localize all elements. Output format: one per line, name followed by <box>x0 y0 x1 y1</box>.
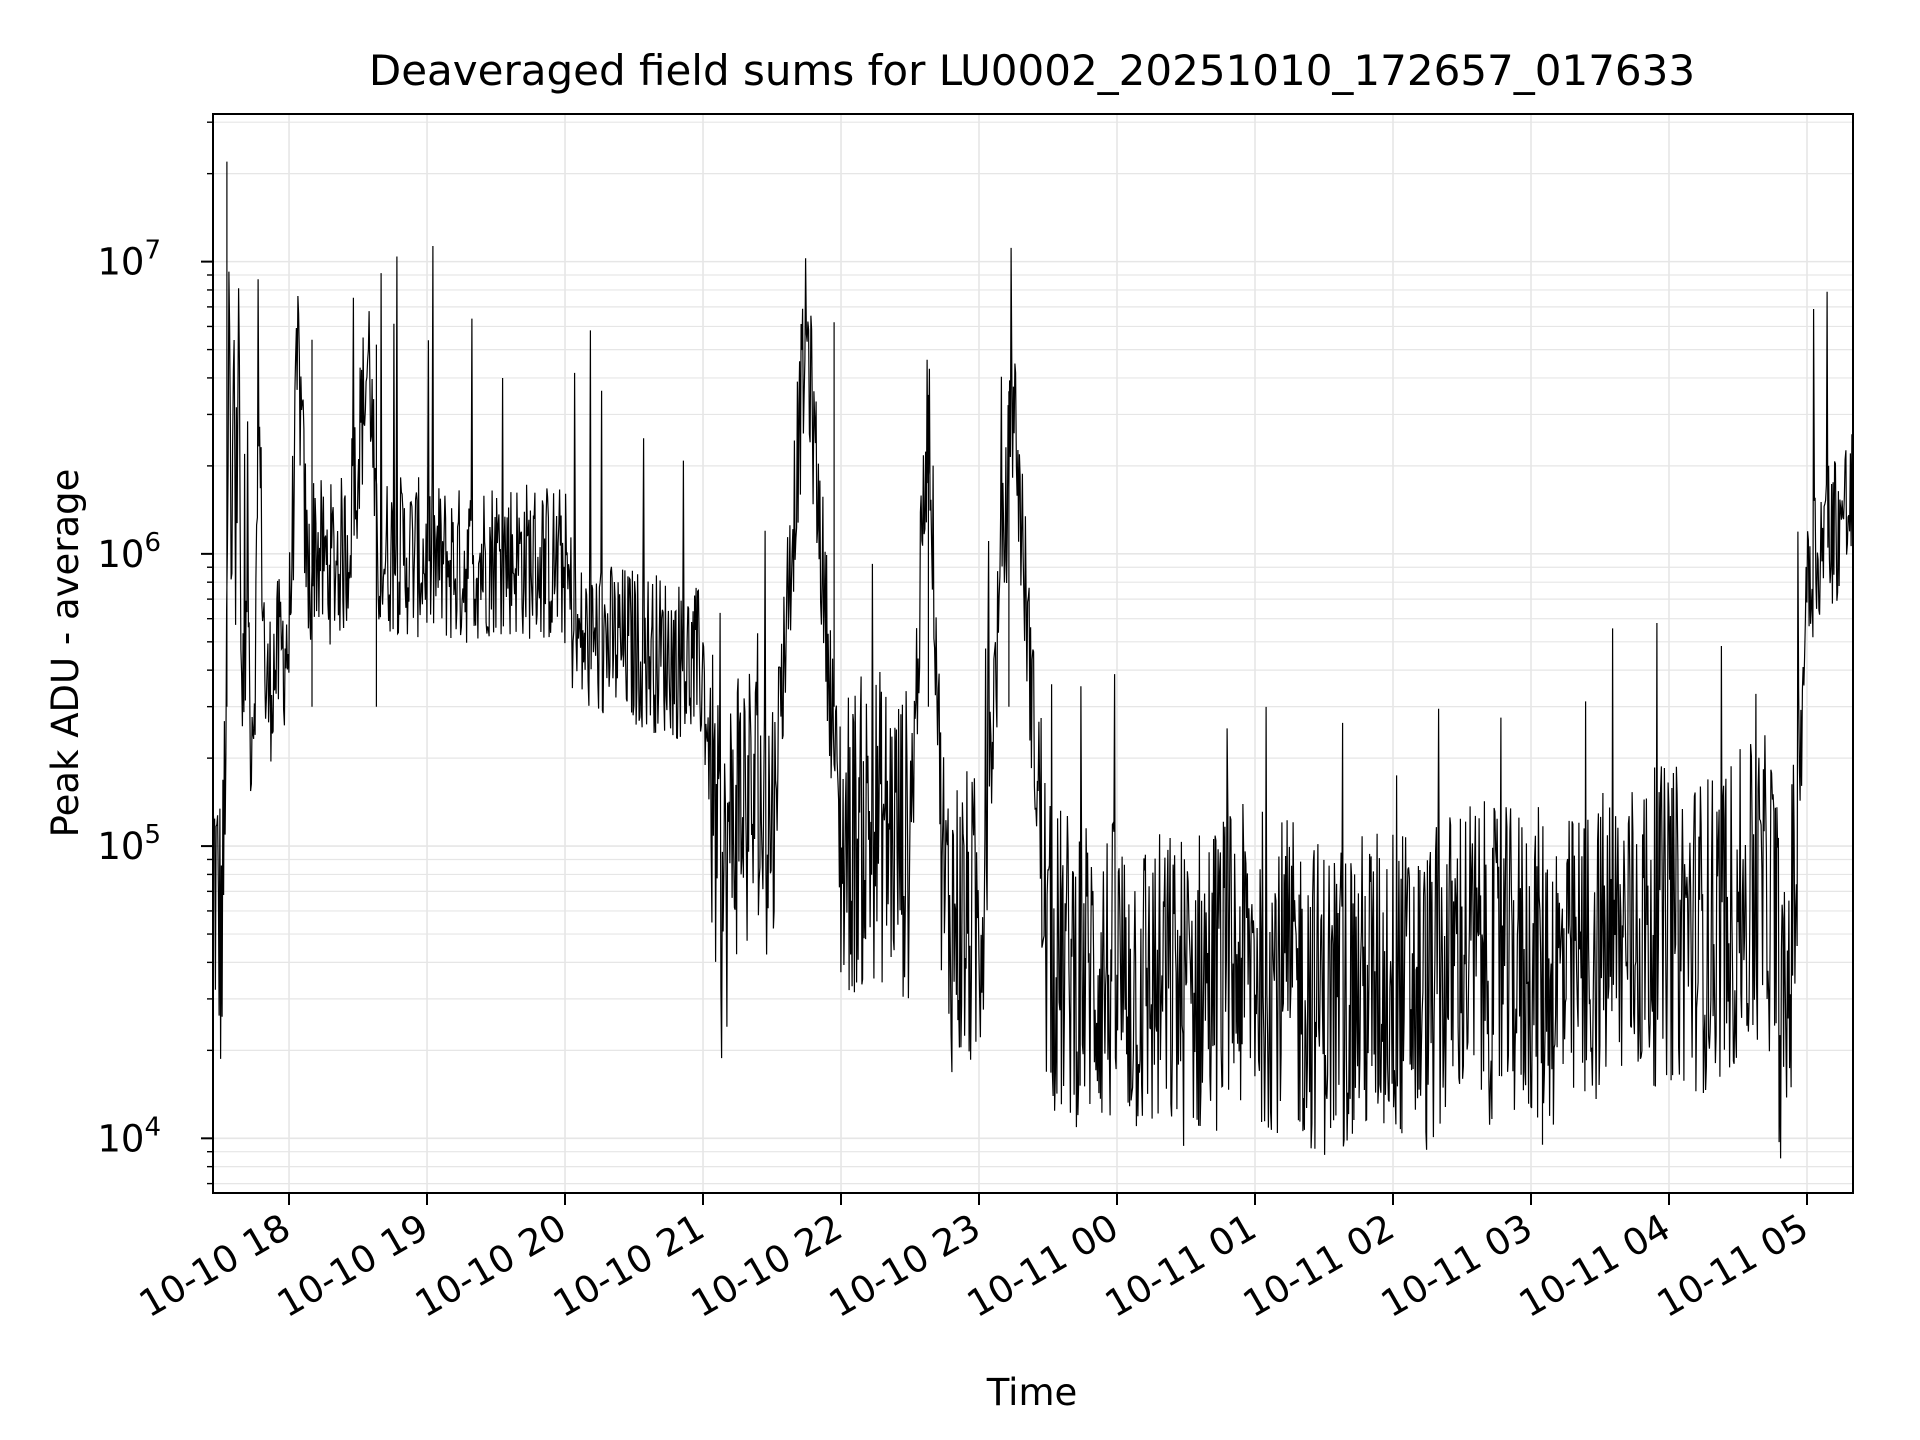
y-tick-exponent: 7 <box>144 236 161 266</box>
chart-title: Deaveraged field sums for LU0002_2025101… <box>369 46 1695 95</box>
x-axis-label: Time <box>986 1371 1078 1414</box>
plot-region <box>213 161 1853 1159</box>
y-tick-exponent: 6 <box>144 528 161 558</box>
plot-frame <box>212 113 1854 1194</box>
y-tick-exponent: 4 <box>144 1112 161 1142</box>
y-axis-label: Peak ADU - average <box>44 469 87 838</box>
series-line <box>213 161 1853 1159</box>
y-tick-exponent: 5 <box>144 820 161 850</box>
y-tick-label: 104 <box>97 1112 161 1160</box>
